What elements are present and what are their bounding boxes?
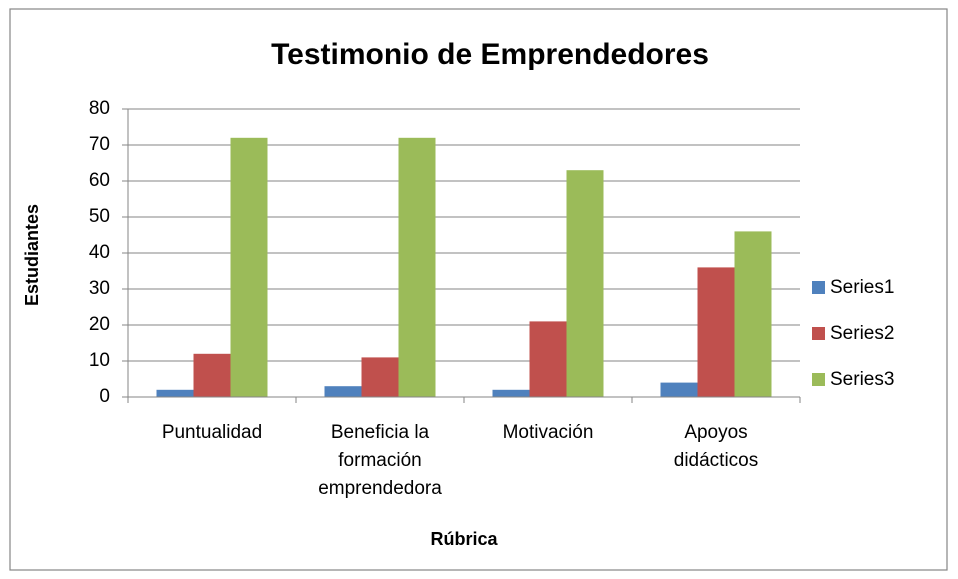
y-tick-label: 80 bbox=[89, 98, 110, 119]
legend-label: Series2 bbox=[830, 323, 894, 344]
chart-title: Testimonio de Emprendedores bbox=[271, 38, 709, 71]
y-tick-label: 0 bbox=[99, 386, 110, 407]
bar bbox=[529, 321, 567, 397]
y-tick-label: 20 bbox=[89, 314, 110, 335]
bar bbox=[361, 357, 399, 397]
y-tick-label: 40 bbox=[89, 242, 110, 263]
bar bbox=[734, 231, 772, 397]
bar bbox=[566, 170, 604, 397]
legend-label: Series3 bbox=[830, 369, 894, 390]
bar bbox=[398, 137, 436, 398]
bar bbox=[697, 267, 735, 397]
legend-swatch bbox=[812, 281, 825, 294]
bar bbox=[230, 137, 268, 398]
bar bbox=[660, 382, 698, 397]
legend-swatch bbox=[812, 373, 825, 386]
y-tick-label: 10 bbox=[89, 350, 110, 371]
x-tick-label: Puntualidad bbox=[162, 422, 262, 443]
x-tick-label: Beneficia la formación emprendedora bbox=[318, 422, 442, 499]
y-tick-label: 70 bbox=[89, 134, 110, 155]
y-tick-label: 30 bbox=[89, 278, 110, 299]
bar bbox=[156, 389, 194, 397]
bar bbox=[492, 389, 530, 397]
x-tick-label: Motivación bbox=[503, 422, 594, 443]
y-tick-label: 60 bbox=[89, 170, 110, 191]
y-axis-label: Estudiantes bbox=[22, 204, 42, 306]
x-axis-label: Rúbrica bbox=[430, 529, 498, 549]
x-tick-label: Apoyos didácticos bbox=[674, 422, 759, 471]
y-tick-label: 50 bbox=[89, 206, 110, 227]
bar bbox=[324, 386, 362, 397]
legend-swatch bbox=[812, 327, 825, 340]
bar bbox=[193, 353, 231, 397]
legend-label: Series1 bbox=[830, 277, 894, 298]
